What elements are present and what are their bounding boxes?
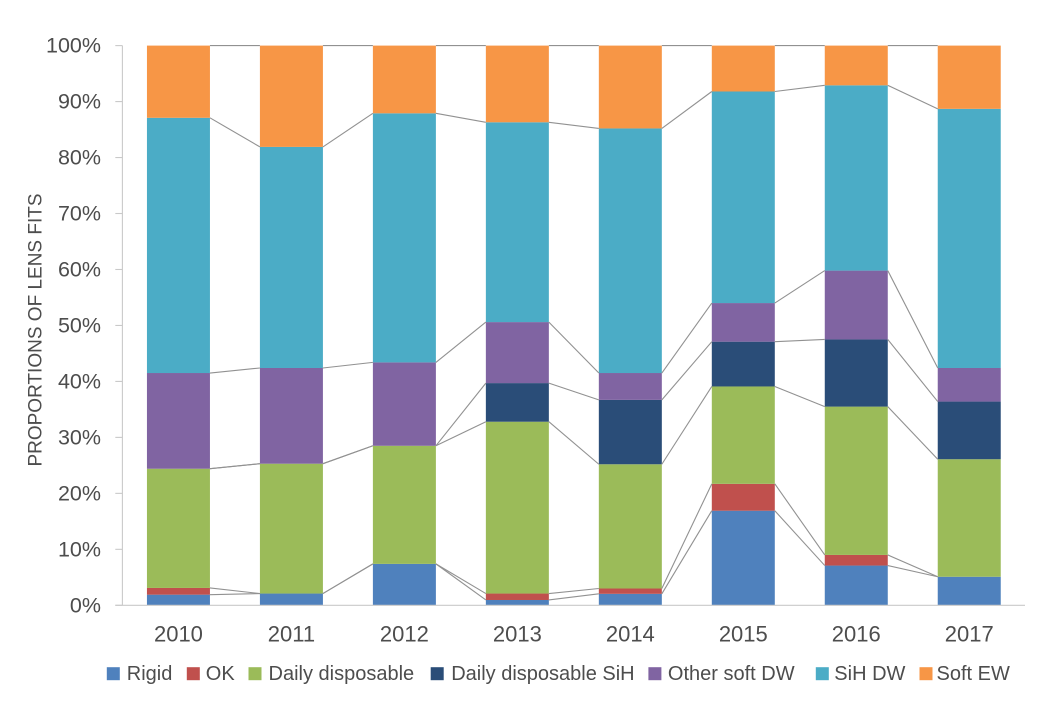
svg-text:OK: OK bbox=[206, 663, 236, 685]
svg-text:0%: 0% bbox=[70, 593, 101, 617]
svg-text:30%: 30% bbox=[58, 425, 101, 449]
svg-text:2012: 2012 bbox=[380, 622, 429, 647]
svg-text:40%: 40% bbox=[58, 369, 101, 393]
svg-text:SiH DW: SiH DW bbox=[834, 663, 905, 685]
svg-text:2013: 2013 bbox=[493, 622, 542, 647]
svg-text:2011: 2011 bbox=[268, 622, 315, 647]
svg-text:2010: 2010 bbox=[154, 622, 203, 647]
svg-text:90%: 90% bbox=[58, 90, 101, 114]
svg-text:2015: 2015 bbox=[719, 622, 768, 647]
svg-text:Soft EW: Soft EW bbox=[937, 663, 1010, 685]
svg-text:2017: 2017 bbox=[945, 622, 994, 647]
svg-text:Rigid: Rigid bbox=[127, 663, 173, 685]
svg-text:2014: 2014 bbox=[606, 622, 655, 647]
svg-text:2016: 2016 bbox=[832, 622, 881, 647]
svg-text:100%: 100% bbox=[46, 34, 101, 58]
svg-text:Other soft DW: Other soft DW bbox=[668, 663, 795, 685]
svg-text:Daily disposable: Daily disposable bbox=[269, 663, 415, 685]
svg-text:20%: 20% bbox=[58, 481, 101, 505]
svg-text:50%: 50% bbox=[58, 313, 101, 337]
svg-text:10%: 10% bbox=[58, 537, 101, 561]
svg-text:70%: 70% bbox=[58, 202, 101, 226]
svg-text:60%: 60% bbox=[58, 257, 101, 281]
svg-text:Daily disposable SiH: Daily disposable SiH bbox=[451, 663, 634, 685]
svg-text:PROPORTIONS OF LENS FITS: PROPORTIONS OF LENS FITS bbox=[26, 193, 47, 466]
svg-text:80%: 80% bbox=[58, 146, 101, 170]
